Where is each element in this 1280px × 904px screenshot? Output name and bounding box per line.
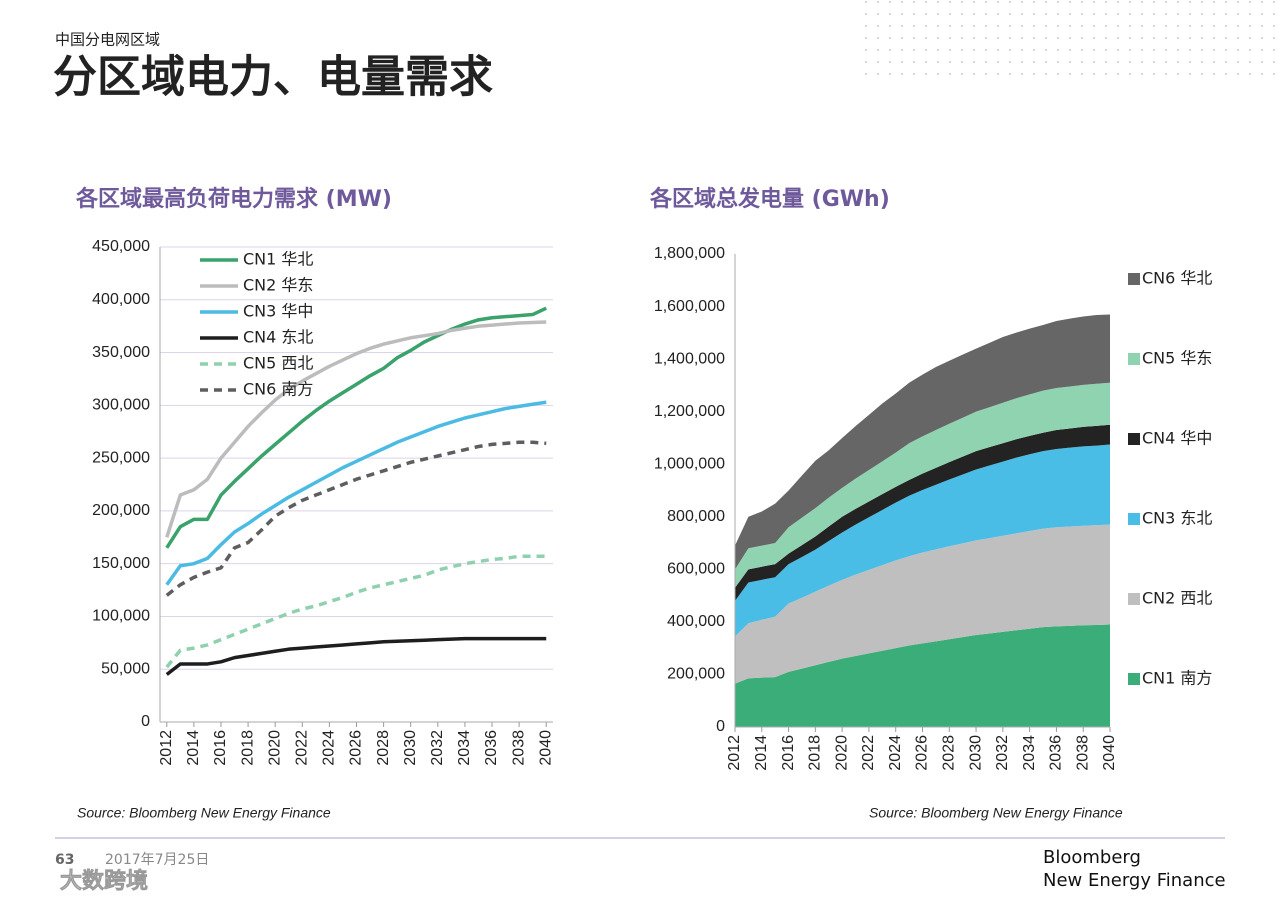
x-tick-label: 2034 [456,730,473,766]
legend-label: CN5 西北 [243,354,313,373]
y-tick-label: 0 [716,718,725,735]
x-tick-label: 2038 [510,730,527,766]
area [735,314,1110,570]
x-tick-label: 2024 [887,735,904,771]
x-tick-label: 2030 [402,730,419,766]
y-tick-label: 1,600,000 [654,298,725,315]
x-tick-label: 2014 [753,735,770,771]
legend-swatch [1128,353,1140,365]
y-tick-label: 1,800,000 [654,245,725,262]
legend-swatch [1128,673,1140,685]
legend-label: CN1 华北 [243,250,313,269]
x-tick-label: 2038 [1074,735,1091,771]
y-tick-label: 50,000 [101,660,150,677]
y-tick-label: 400,000 [667,613,725,630]
x-tick-label: 2012 [158,730,175,766]
y-tick-label: 800,000 [667,508,725,525]
x-tick-label: 2016 [212,730,229,766]
legend-label: CN5 华东 [1142,349,1212,368]
y-tick-label: 600,000 [667,561,725,578]
x-tick-label: 2028 [375,730,392,766]
legend-label: CN2 西北 [1142,589,1212,608]
source: Source: Bloomberg New Energy Finance [77,805,331,821]
y-tick-label: 1,400,000 [654,350,725,367]
x-tick-label: 2032 [994,735,1011,771]
line [165,400,547,586]
y-tick-label: 400,000 [92,291,150,308]
legend-label: CN3 东北 [1142,509,1212,528]
y-tick-label: 350,000 [92,344,150,361]
x-tick-label: 2024 [321,730,338,766]
x-tick-label: 2022 [294,730,311,766]
x-tick-label: 2040 [1101,735,1118,771]
legend-swatch [1128,273,1140,285]
y-tick-label: 200,000 [667,666,725,683]
area [735,624,1110,727]
x-tick-label: 2036 [483,730,500,766]
x-tick-label: 2016 [780,735,797,771]
x-tick-label: 2040 [537,730,554,766]
legend-label: CN2 华东 [243,276,313,295]
x-tick-label: 2018 [239,730,256,766]
line [165,554,547,669]
y-tick-label: 200,000 [92,502,150,519]
watermark: 大数跨境 [60,868,148,894]
line [165,636,547,676]
legend-label: CN6 华北 [1142,269,1212,288]
chart-title: 各区域最高负荷电力需求 (MW) [75,186,392,212]
legend-label: CN4 东北 [243,328,313,347]
line [165,320,547,538]
area [735,524,1110,684]
y-tick-label: 0 [141,713,150,730]
legend-swatch [1128,513,1140,525]
x-tick-label: 2020 [833,735,850,771]
page-number: 63 [55,852,74,868]
x-tick-label: 2022 [860,735,877,771]
area [735,444,1110,637]
legend-swatch [1128,433,1140,445]
x-tick-label: 2036 [1048,735,1065,771]
brand: Bloomberg [1043,847,1141,868]
chart-title: 各区域总发电量 (GWh) [649,186,890,212]
date: 2017年7月25日 [105,852,209,868]
slide-subtitle: 中国分电网区域 [55,31,160,49]
legend-label: CN3 华中 [243,302,313,321]
x-tick-label: 2028 [941,735,958,771]
x-tick-label: 2030 [967,735,984,771]
x-tick-label: 2034 [1021,735,1038,771]
line [165,440,547,597]
x-tick-label: 2018 [807,735,824,771]
brand: New Energy Finance [1043,870,1226,891]
y-tick-label: 1,000,000 [654,455,725,472]
y-tick-label: 150,000 [92,555,150,572]
x-tick-label: 2014 [185,730,202,766]
dot-pattern [862,0,1280,80]
x-tick-label: 2032 [429,730,446,766]
x-tick-label: 2020 [266,730,283,766]
y-tick-label: 100,000 [92,608,150,625]
y-tick-label: 450,000 [92,238,150,255]
legend-label: CN1 南方 [1142,669,1212,688]
x-tick-label: 2026 [914,735,931,771]
x-tick-label: 2012 [726,735,743,771]
y-tick-label: 250,000 [92,449,150,466]
line [165,306,547,549]
y-tick-label: 300,000 [92,397,150,414]
area [735,424,1110,601]
legend-label: CN6 南方 [243,380,313,399]
legend-swatch [1128,593,1140,605]
x-tick-label: 2026 [348,730,365,766]
slide-title: 分区域电力、电量需求 [53,52,493,103]
y-tick-label: 1,200,000 [654,403,725,420]
legend-label: CN4 华中 [1142,429,1212,448]
source: Source: Bloomberg New Energy Finance [869,805,1123,821]
area [735,382,1110,588]
